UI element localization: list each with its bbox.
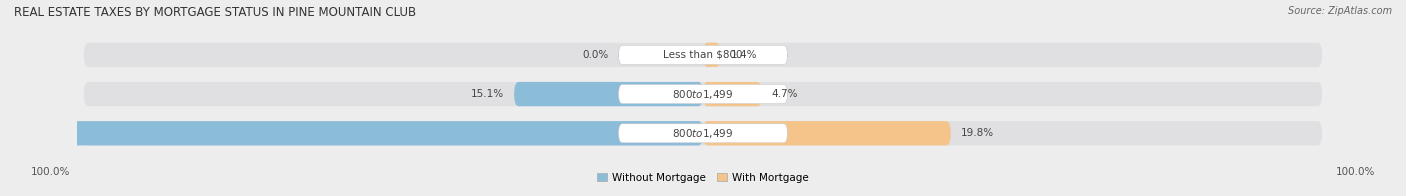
- Legend: Without Mortgage, With Mortgage: Without Mortgage, With Mortgage: [593, 169, 813, 187]
- FancyBboxPatch shape: [515, 82, 703, 106]
- FancyBboxPatch shape: [83, 121, 1323, 145]
- FancyBboxPatch shape: [703, 43, 720, 67]
- FancyBboxPatch shape: [83, 43, 1323, 67]
- Text: $800 to $1,499: $800 to $1,499: [672, 88, 734, 101]
- FancyBboxPatch shape: [703, 82, 762, 106]
- Text: 1.4%: 1.4%: [731, 50, 756, 60]
- Text: 15.1%: 15.1%: [471, 89, 503, 99]
- FancyBboxPatch shape: [619, 124, 787, 143]
- Text: 19.8%: 19.8%: [960, 128, 994, 138]
- Text: Source: ZipAtlas.com: Source: ZipAtlas.com: [1288, 6, 1392, 16]
- Text: Less than $800: Less than $800: [664, 50, 742, 60]
- FancyBboxPatch shape: [619, 45, 787, 64]
- Text: 100.0%: 100.0%: [31, 167, 70, 178]
- FancyBboxPatch shape: [83, 82, 1323, 106]
- Text: 4.7%: 4.7%: [772, 89, 799, 99]
- FancyBboxPatch shape: [619, 85, 787, 103]
- FancyBboxPatch shape: [0, 121, 703, 145]
- Text: REAL ESTATE TAXES BY MORTGAGE STATUS IN PINE MOUNTAIN CLUB: REAL ESTATE TAXES BY MORTGAGE STATUS IN …: [14, 6, 416, 19]
- Text: 100.0%: 100.0%: [1336, 167, 1375, 178]
- Text: 0.0%: 0.0%: [582, 50, 609, 60]
- FancyBboxPatch shape: [703, 121, 950, 145]
- Text: $800 to $1,499: $800 to $1,499: [672, 127, 734, 140]
